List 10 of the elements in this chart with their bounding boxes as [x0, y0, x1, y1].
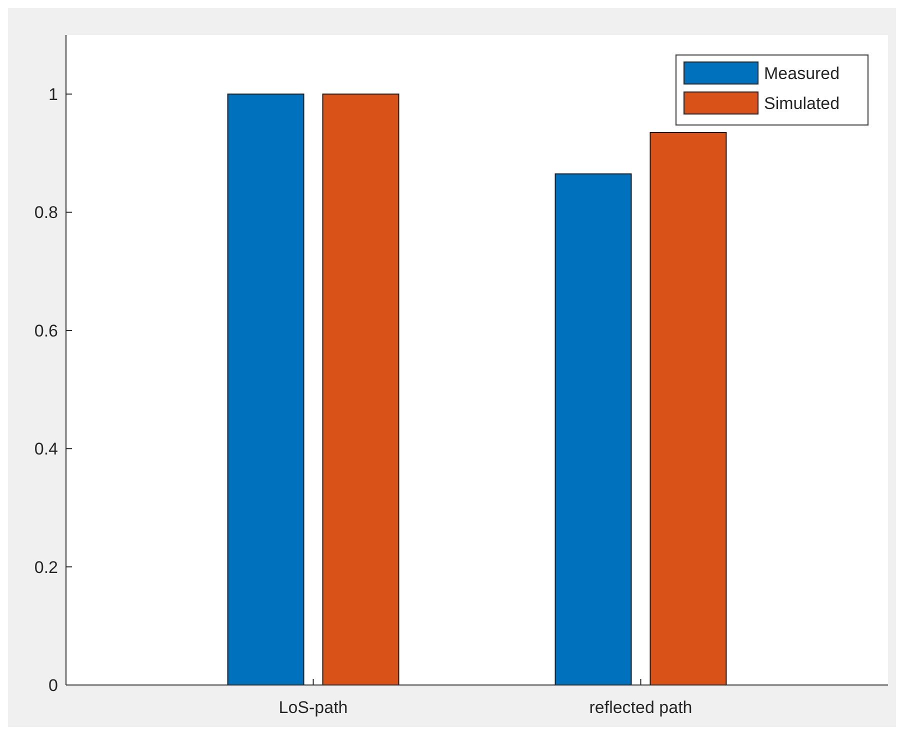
y-tick-label: 0.6 [34, 321, 58, 340]
y-tick-label: 0.4 [34, 440, 58, 459]
y-tick-label: 0.2 [34, 558, 58, 577]
legend-label: Measured [764, 64, 840, 83]
y-tick-label: 0 [48, 676, 58, 695]
x-tick-label: reflected path [589, 698, 692, 717]
y-tick-label: 0.8 [34, 203, 58, 222]
y-tick-label: 1 [48, 85, 58, 104]
legend-label: Simulated [764, 94, 840, 113]
x-tick-label: LoS-path [278, 698, 348, 717]
